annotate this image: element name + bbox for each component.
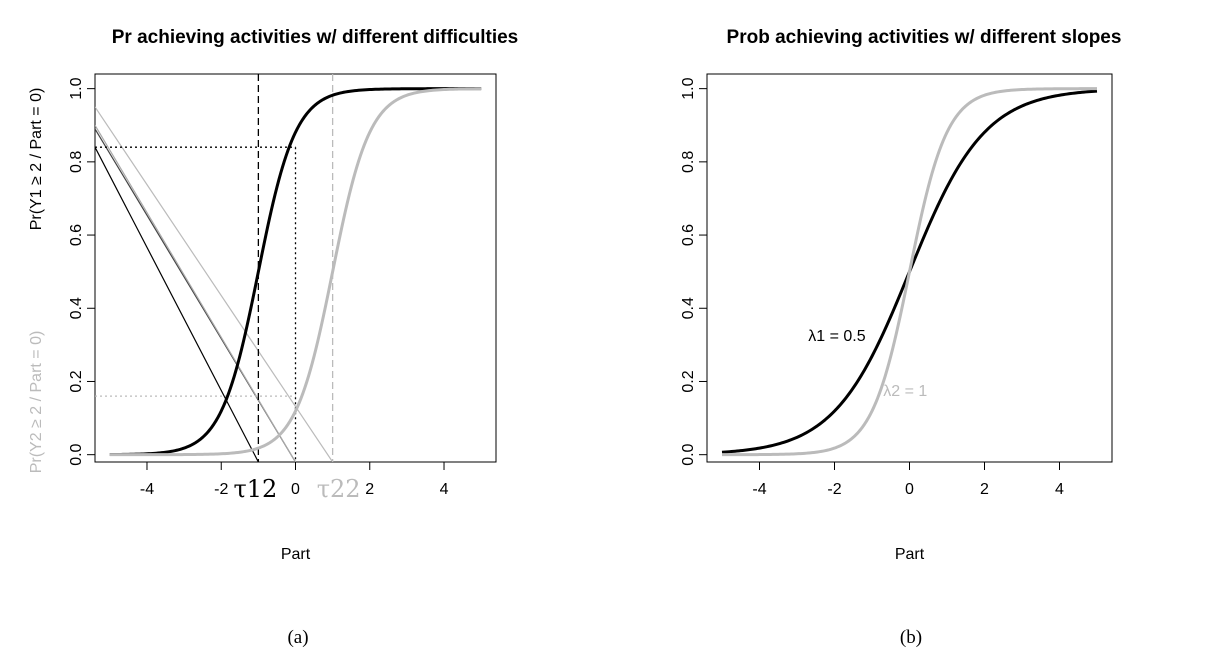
guide-line [95,146,259,462]
series-line-2 [109,87,482,457]
x-tick-label: 2 [980,481,989,498]
panel-caption: (b) [900,627,922,648]
x-tick-label: -4 [752,481,766,498]
chart-title: Pr achieving activities w/ different dif… [112,27,519,48]
y-tick-label: 1.0 [68,77,85,99]
y-axis-label-secondary: Pr(Y2 ≥ 2 / Part = 0) [28,331,45,474]
x-axis-label: Part [895,546,925,563]
panel-caption: (a) [287,627,308,648]
lambda-annotation-2: λ2 = 1 [883,383,927,400]
y-tick-label: 0.2 [680,370,697,392]
y-tick-label: 0.4 [68,297,85,319]
series-line-2 [722,87,1097,457]
y-tick-label: 0.4 [680,297,697,319]
y-tick-label: 0.2 [68,370,85,392]
y-axis-label-primary: Pr(Y1 ≥ 2 / Part = 0) [28,88,45,231]
x-tick-label: 4 [440,481,449,498]
panel-b: Prob achieving activities w/ different s… [680,27,1121,648]
y-tick-label: 1.0 [680,77,697,99]
x-tick-label: 2 [365,481,374,498]
guide-line [95,124,297,462]
plot-area [721,87,1098,457]
panel-a: Pr achieving activities w/ different dif… [28,27,518,648]
x-tick-label: 4 [1055,481,1064,498]
y-tick-label: 0.8 [68,151,85,173]
x-tick-label: 0 [905,481,914,498]
y-tick-label: 0.6 [680,224,697,246]
x-tick-label: 0 [291,481,300,498]
x-tick-label: -2 [827,481,841,498]
series-line-1 [109,87,482,457]
x-tick-label: -2 [214,481,228,498]
plot-area [95,74,482,462]
lambda-annotation-1: λ1 = 0.5 [808,328,865,345]
guide-line [95,106,334,462]
y-tick-label: 0.0 [680,443,697,465]
x-tick-label: -4 [140,481,154,498]
x-axis-label: Part [281,546,311,563]
y-tick-label: 0.0 [68,443,85,465]
y-tick-label: 0.8 [680,151,697,173]
chart-title: Prob achieving activities w/ different s… [727,27,1122,48]
tau-annotation-2: τ22 [317,475,361,503]
y-tick-label: 0.6 [68,224,85,246]
tau-annotation-1: τ12 [233,475,277,503]
